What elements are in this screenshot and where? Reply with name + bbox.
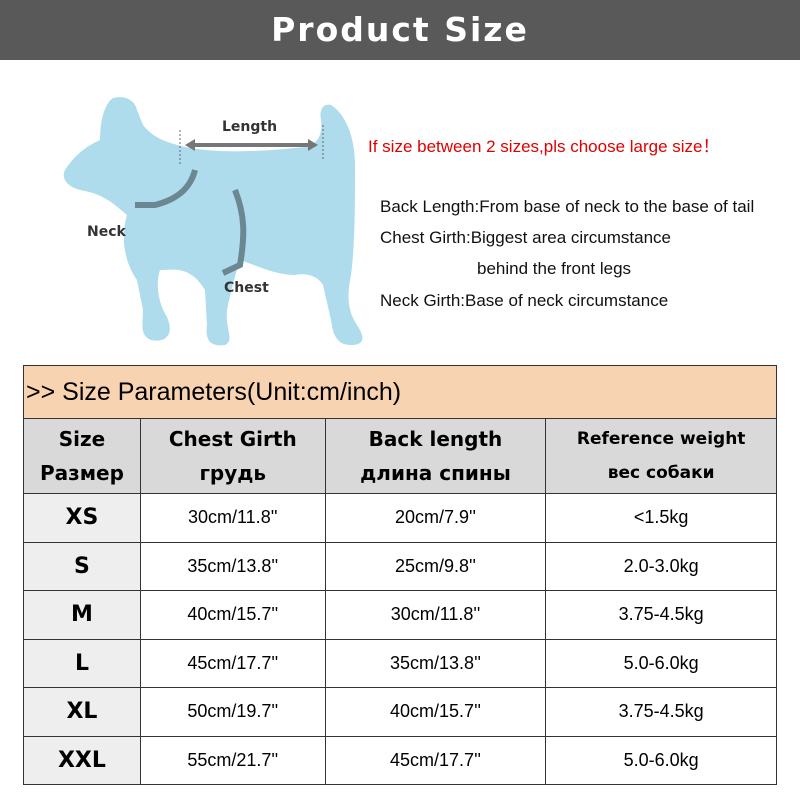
neck-arrow-icon bbox=[135, 169, 198, 208]
dog-silhouette bbox=[63, 97, 363, 346]
chest-cell: 40cm/15.7'' bbox=[139, 590, 326, 640]
back-cell: 30cm/11.8'' bbox=[324, 590, 547, 640]
size-cell: XXL bbox=[23, 735, 141, 785]
chest-cell: 45cm/17.7'' bbox=[139, 638, 326, 688]
table-row: M 40cm/15.7'' 30cm/11.8'' 3.75-4.5kg bbox=[23, 590, 777, 640]
back-length-note: Back Length:From base of neck to the bas… bbox=[380, 197, 755, 216]
table-row: XL 50cm/19.7'' 40cm/15.7'' 3.75-4.5kg bbox=[23, 687, 777, 737]
chest-arrow-icon bbox=[221, 188, 247, 276]
table-row: XXL 55cm/21.7'' 45cm/17.7'' 5.0-6.0kg bbox=[23, 735, 777, 785]
dog-measurement-diagram bbox=[63, 97, 363, 346]
header-back: Back length длина спины bbox=[324, 418, 547, 494]
weight-cell: 5.0-6.0kg bbox=[545, 638, 777, 688]
chest-label: Chest bbox=[224, 280, 269, 296]
neck-label: Neck bbox=[87, 224, 126, 240]
chest-girth-note: Chest Girth:Biggest area circumstance bbox=[380, 228, 672, 247]
header-size: Size Размер bbox=[23, 418, 141, 494]
weight-cell: 5.0-6.0kg bbox=[545, 735, 777, 785]
size-cell: XL bbox=[23, 687, 141, 737]
header-row: Size Размер Chest Girth грудь Back length д… bbox=[23, 418, 777, 494]
back-cell: 35cm/13.8'' bbox=[324, 638, 547, 688]
neck-girth-note: Neck Girth:Base of neck circumstance bbox=[380, 291, 669, 310]
size-cell: L bbox=[23, 638, 141, 688]
size-cell: S bbox=[23, 541, 141, 591]
chest-cell: 50cm/19.7'' bbox=[139, 687, 326, 737]
table-row: L 45cm/17.7'' 35cm/13.8'' 5.0-6.0kg bbox=[23, 638, 777, 688]
table-row: XS 30cm/11.8'' 20cm/7.9'' <1.5kg bbox=[23, 493, 777, 543]
weight-cell: <1.5kg bbox=[545, 493, 777, 543]
back-cell: 40cm/15.7'' bbox=[324, 687, 547, 737]
back-cell: 25cm/9.8'' bbox=[324, 541, 547, 591]
chest-cell: 35cm/13.8'' bbox=[139, 541, 326, 591]
back-cell: 45cm/17.7'' bbox=[324, 735, 547, 785]
chest-girth-note-cont: behind the front legs bbox=[477, 259, 632, 278]
size-warning: If size between 2 sizes,pls choose large… bbox=[368, 137, 720, 156]
table-title: >> Size Parameters(Unit:cm/inch) bbox=[23, 365, 777, 419]
weight-cell: 3.75-4.5kg bbox=[545, 687, 777, 737]
length-label: Length bbox=[222, 119, 278, 135]
weight-cell: 2.0-3.0kg bbox=[545, 541, 777, 591]
chest-cell: 55cm/21.7'' bbox=[139, 735, 326, 785]
header-weight: Reference weight вес собаки bbox=[545, 418, 777, 494]
size-cell: M bbox=[23, 590, 141, 640]
chest-cell: 30cm/11.8'' bbox=[139, 493, 326, 543]
size-table: >> Size Parameters(Unit:cm/inch) Size Раз… bbox=[23, 365, 777, 785]
back-cell: 20cm/7.9'' bbox=[324, 493, 547, 543]
table-row: S 35cm/13.8'' 25cm/9.8'' 2.0-3.0kg bbox=[23, 541, 777, 591]
size-cell: XS bbox=[23, 493, 141, 543]
title-banner: Product Size bbox=[0, 0, 800, 60]
weight-cell: 3.75-4.5kg bbox=[545, 590, 777, 640]
header-chest: Chest Girth грудь bbox=[139, 418, 326, 494]
